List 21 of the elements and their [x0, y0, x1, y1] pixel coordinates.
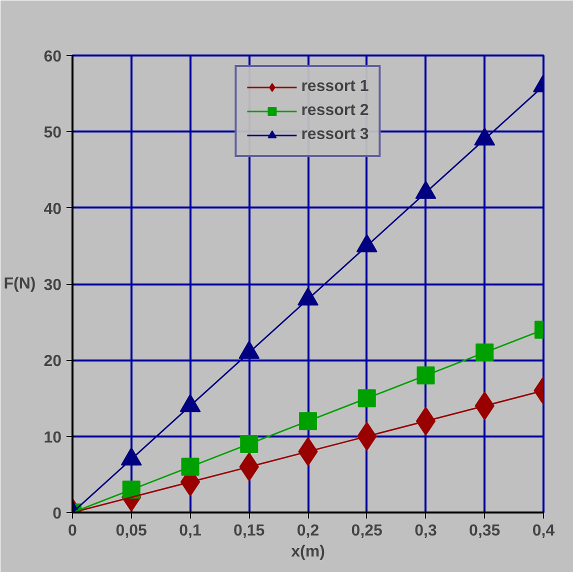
x-tick-label: 0,3: [414, 522, 437, 540]
y-axis-title: F(N): [4, 276, 36, 292]
legend-label: ressort 3: [301, 126, 369, 144]
legend-label: ressort 2: [301, 102, 369, 120]
x-tick-label: 0,05: [116, 522, 148, 540]
x-tick-label: 0: [68, 522, 78, 540]
x-tick-label: 0,1: [179, 522, 202, 540]
y-tick-label: 20: [44, 353, 62, 370]
x-tick-label: 0,4: [532, 522, 555, 540]
y-tick-label: 40: [44, 200, 62, 218]
x-axis-title: x(m): [291, 544, 325, 560]
x-tick-label: 0,25: [351, 522, 383, 540]
x-tick-label: 0,35: [469, 522, 500, 540]
y-tick-label: 10: [44, 429, 62, 446]
x-tick-label: 0,15: [234, 522, 265, 540]
y-tick-label: 60: [44, 48, 62, 66]
y-tick-label: 30: [44, 277, 62, 294]
legend-label: ressort 1: [301, 78, 369, 96]
y-tick-label: 0: [52, 506, 62, 522]
y-tick-label: 50: [44, 124, 62, 142]
x-tick-label: 0,2: [296, 522, 320, 540]
